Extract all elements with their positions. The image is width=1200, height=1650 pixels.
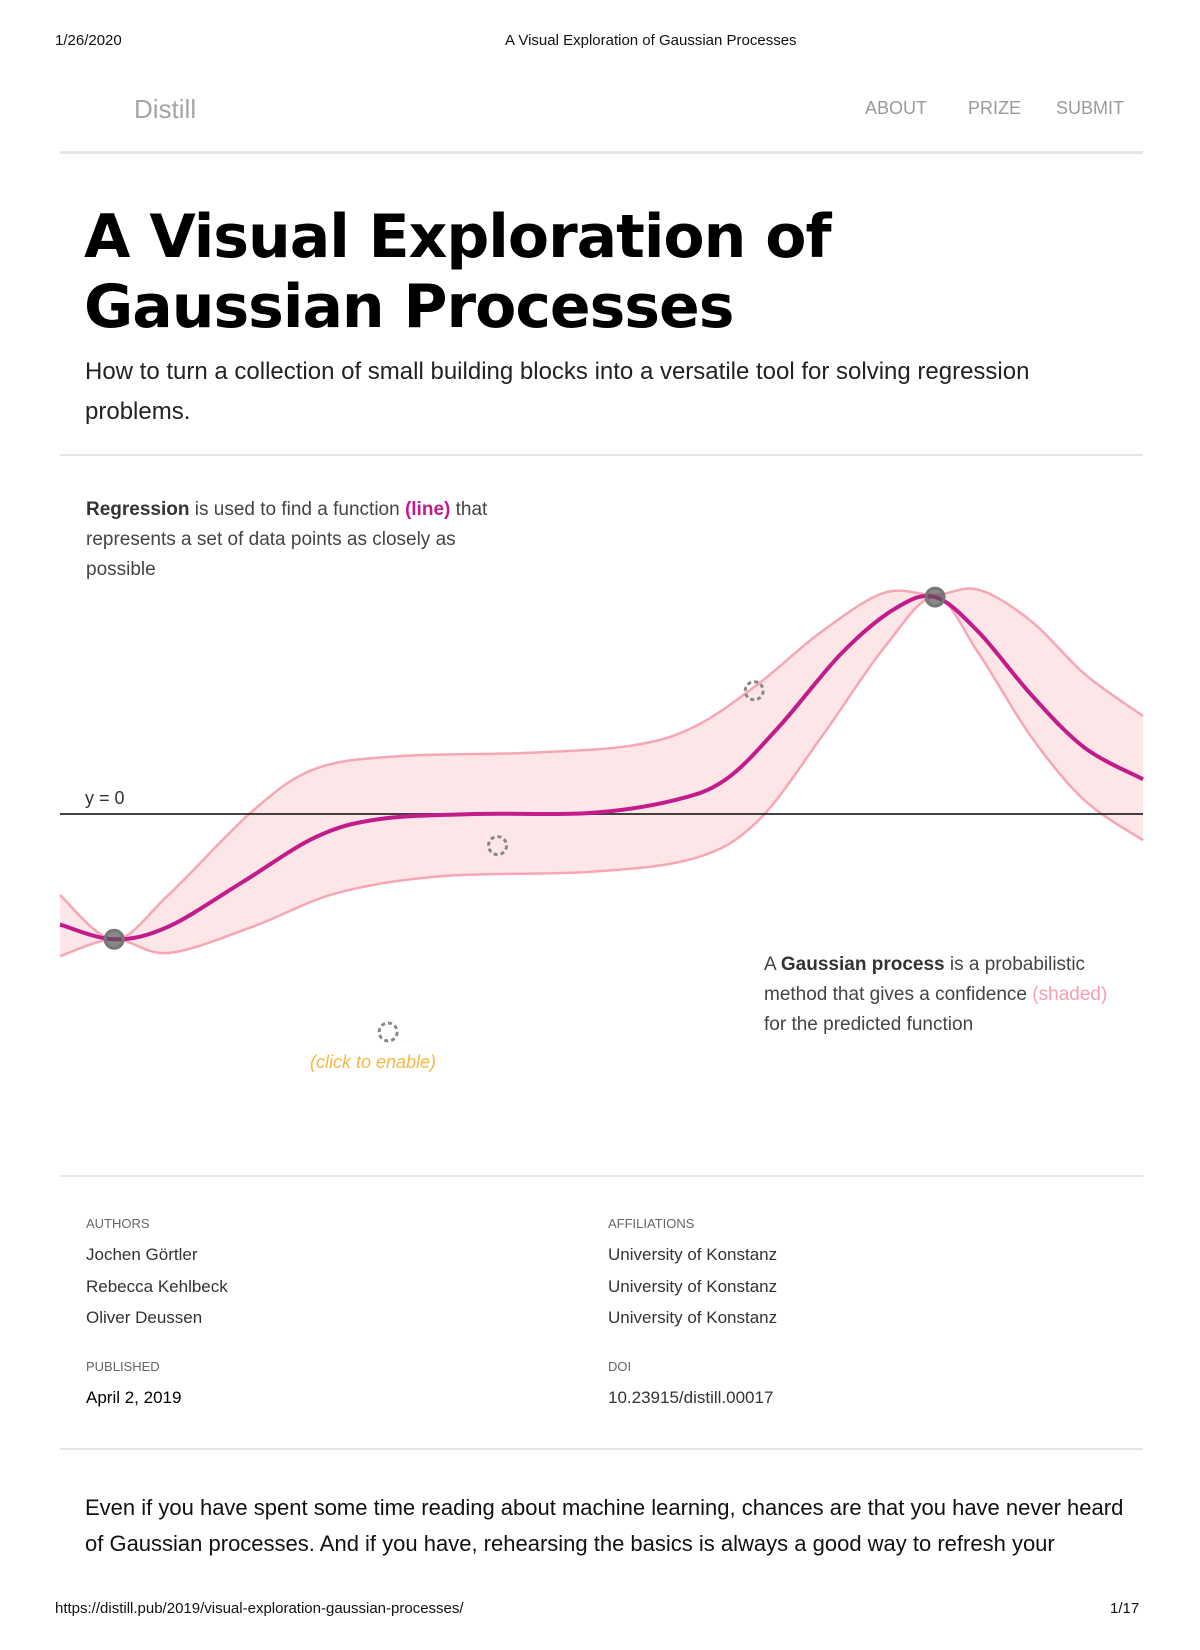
confidence-band [60,588,1143,957]
distill-logo[interactable]: Distill [134,94,197,124]
inactive-data-point[interactable] [743,680,765,702]
doi-link[interactable]: 10.23915/distill.00017 [608,1388,774,1407]
author-name[interactable]: Jochen Görtler [86,1245,198,1264]
authors-label: AUTHORS [86,1216,150,1231]
published-label: PUBLISHED [86,1359,160,1374]
print-url: https://distill.pub/2019/visual-explorat… [55,1600,464,1617]
print-title: A Visual Exploration of Gaussian Process… [505,32,797,49]
nav-submit[interactable]: SUBMIT [1056,98,1125,118]
print-page-number: 1/17 [1110,1600,1140,1617]
inactive-data-point[interactable] [377,1021,399,1043]
figure-divider [60,1175,1143,1177]
print-date: 1/26/2020 [55,32,122,49]
lower-bound-line [59,595,1144,958]
affiliations-label: AFFILIATIONS [608,1216,695,1231]
gp-chart[interactable] [0,455,1200,1175]
gaussian-process-note: A Gaussian process is a probabilistic me… [764,950,1114,1040]
click-to-enable-hint[interactable]: (click to enable) [310,1052,437,1072]
inactive-data-point[interactable] [487,835,509,857]
note-text: for the predicted function [764,1014,974,1035]
y-zero-label: y = 0 [85,788,125,808]
regression-term: Regression [86,499,190,520]
gp-term: Gaussian process [780,954,945,975]
note-text: A [764,954,781,975]
page-subtitle: How to turn a collection of small buildi… [85,358,1030,425]
note-text: that represents a set of data points as … [86,499,488,580]
upper-bound-line [59,587,1144,941]
published-date: April 2, 2019 [86,1388,182,1407]
shaded-highlight: (shaded) [1032,984,1108,1005]
title-divider [60,454,1143,456]
author-name[interactable]: Oliver Deussen [86,1308,203,1327]
active-data-point[interactable] [924,586,946,608]
affiliation[interactable]: University of Konstanz [608,1308,778,1327]
page-title: A Visual Exploration of Gaussian Process… [84,202,832,342]
author-name[interactable]: Rebecca Kehlbeck [86,1277,228,1296]
mean-function-line [59,593,1144,942]
nav-prize[interactable]: PRIZE [968,98,1022,118]
affiliation[interactable]: University of Konstanz [608,1277,778,1296]
regression-note: Regression is used to find a function (l… [86,495,506,585]
note-text: is a probabilistic method that gives a c… [764,954,1086,1005]
active-data-point[interactable] [103,928,125,950]
note-text: is used to find a function [189,499,405,520]
header-divider [60,151,1143,154]
doi-label: DOI [608,1359,632,1374]
intro-paragraph: Even if you have spent some time reading… [85,1495,1124,1556]
byline-divider [60,1448,1143,1450]
nav-about[interactable]: ABOUT [865,98,928,118]
line-highlight: (line) [404,499,451,520]
affiliation[interactable]: University of Konstanz [608,1245,778,1264]
